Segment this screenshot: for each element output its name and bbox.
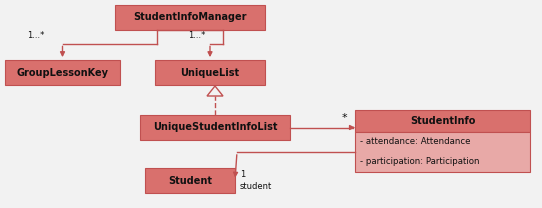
Bar — [355, 110, 530, 132]
Text: 1: 1 — [240, 170, 245, 179]
Text: student: student — [240, 182, 272, 191]
Text: GroupLessonKey: GroupLessonKey — [16, 68, 108, 78]
Bar — [5, 60, 120, 85]
Text: 1...*: 1...* — [188, 31, 205, 41]
Text: - participation: Participation: - participation: Participation — [360, 157, 480, 166]
Text: - attendance: Attendance: - attendance: Attendance — [360, 137, 470, 146]
Text: 1...*: 1...* — [27, 31, 44, 41]
Text: StudentInfo: StudentInfo — [410, 116, 475, 126]
Text: *: * — [341, 114, 347, 124]
Text: Student: Student — [168, 176, 212, 186]
Polygon shape — [207, 86, 223, 96]
Text: UniqueList: UniqueList — [180, 68, 240, 78]
Text: StudentInfoManager: StudentInfoManager — [133, 12, 247, 22]
Bar — [115, 5, 265, 30]
Bar — [155, 60, 265, 85]
Bar — [145, 168, 235, 193]
Bar — [355, 132, 530, 172]
Bar — [140, 115, 290, 140]
Text: UniqueStudentInfoList: UniqueStudentInfoList — [153, 123, 278, 132]
